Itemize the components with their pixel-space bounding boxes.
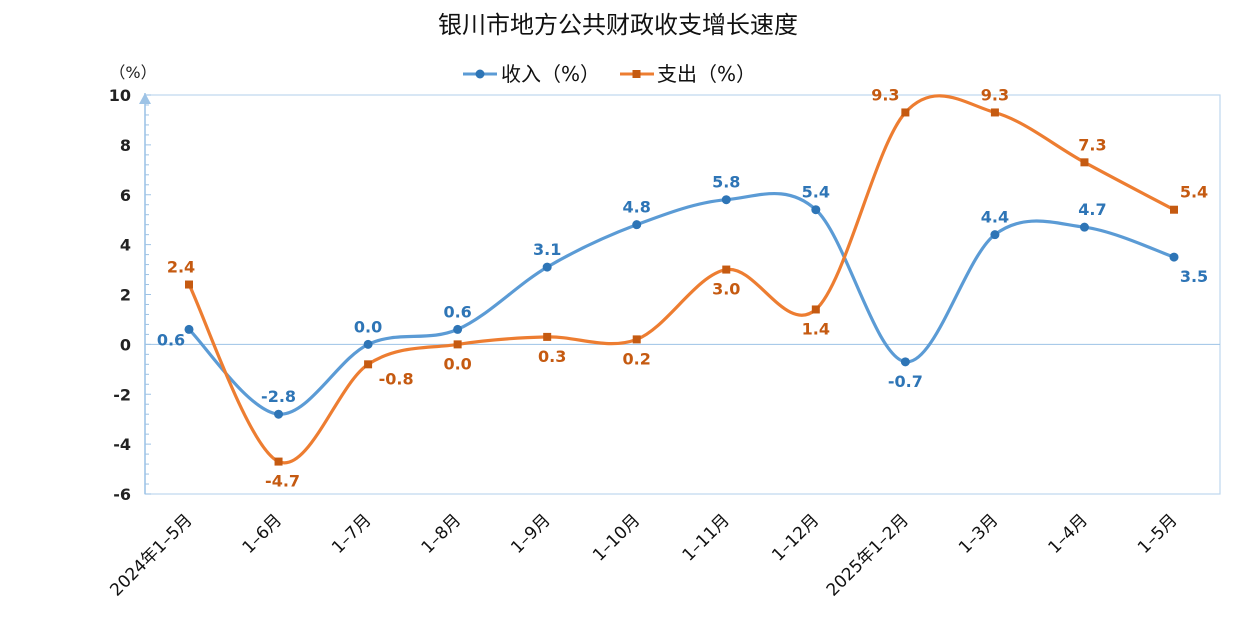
x-tick-label: 1–7月 xyxy=(328,510,375,557)
data-label-income: 3.5 xyxy=(1180,267,1208,286)
legend: 收入（%） 支出（%） xyxy=(463,62,756,86)
data-label-income: 4.8 xyxy=(623,198,651,217)
data-point-income xyxy=(990,230,1000,240)
x-tick-label: 1–5月 xyxy=(1134,510,1181,557)
y-tick-label: 0 xyxy=(120,335,131,354)
y-tick-label: 2 xyxy=(120,286,131,305)
legend-marker-expenditure xyxy=(632,70,641,78)
x-tick-label: 2025年1–2月 xyxy=(823,510,913,600)
y-tick-label: 6 xyxy=(120,186,131,205)
chart-title: 银川市地方公共财政收支增长速度 xyxy=(438,11,798,39)
data-point-expenditure xyxy=(811,305,820,314)
data-label-expenditure: 1.4 xyxy=(802,319,830,338)
y-tick-label: -2 xyxy=(113,385,131,404)
data-point-income xyxy=(184,324,194,334)
data-label-expenditure: -0.8 xyxy=(379,369,414,388)
data-point-income xyxy=(542,262,552,272)
data-point-expenditure xyxy=(632,335,641,344)
data-label-expenditure: 3.0 xyxy=(712,280,740,299)
legend-label-expenditure: 支出（%） xyxy=(657,62,756,86)
data-label-expenditure: -4.7 xyxy=(265,472,300,491)
data-point-expenditure xyxy=(990,108,999,117)
y-tick-label: -4 xyxy=(113,435,131,454)
data-label-income: 3.1 xyxy=(533,240,561,259)
data-point-expenditure xyxy=(1080,158,1089,167)
data-point-income xyxy=(363,339,373,349)
y-tick-label: 10 xyxy=(109,86,131,105)
legend-item-income: 收入（%） xyxy=(463,62,600,86)
x-tick-label: 1–3月 xyxy=(955,510,1002,557)
plot-area-border xyxy=(144,94,1221,495)
data-label-income: 4.4 xyxy=(981,208,1009,227)
legend-marker-income xyxy=(475,69,485,79)
data-label-expenditure: 0.2 xyxy=(623,349,651,368)
data-label-expenditure: 9.3 xyxy=(981,85,1009,104)
data-point-expenditure xyxy=(543,332,552,341)
legend-item-expenditure: 支出（%） xyxy=(620,62,756,86)
data-point-income xyxy=(1169,252,1179,262)
data-label-expenditure: 0.0 xyxy=(443,354,471,373)
data-label-income: 0.6 xyxy=(157,330,185,349)
data-label-expenditure: 9.3 xyxy=(871,85,899,104)
y-axis-arrow xyxy=(139,93,151,104)
y-axis-unit: （%） xyxy=(109,63,156,82)
data-point-income xyxy=(1079,222,1089,232)
data-label-income: 5.8 xyxy=(712,173,740,192)
y-tick-label: -6 xyxy=(113,485,131,504)
data-label-expenditure: 2.4 xyxy=(167,258,195,277)
data-label-income: 0.6 xyxy=(443,302,471,321)
data-point-income xyxy=(453,324,463,334)
data-point-income xyxy=(632,220,642,230)
data-point-expenditure xyxy=(185,280,193,289)
x-tick-label: 1–9月 xyxy=(507,510,554,557)
y-tick-label: 4 xyxy=(120,236,131,255)
x-tick-label: 1–11月 xyxy=(679,510,734,565)
data-label-expenditure: 5.4 xyxy=(1180,183,1208,202)
data-point-income xyxy=(721,195,731,205)
data-label-expenditure: 0.3 xyxy=(538,347,566,366)
data-label-income: 5.4 xyxy=(802,183,830,202)
data-point-expenditure xyxy=(722,265,731,274)
data-point-income xyxy=(900,357,910,367)
x-tick-label: 2024年1–5月 xyxy=(106,510,196,600)
x-tick-label: 1–12月 xyxy=(768,510,823,565)
data-point-expenditure xyxy=(901,108,910,117)
x-tick-label: 1–6月 xyxy=(239,510,286,557)
data-label-expenditure: 7.3 xyxy=(1078,135,1106,154)
series-line-expenditure xyxy=(187,94,1176,465)
x-tick-label: 1–10月 xyxy=(589,510,644,565)
y-tick-label: 8 xyxy=(120,136,131,155)
data-label-layer: 0.6 -2.8 0.0 0.6 3.1 4.8 5.8 5.4 -0.7 4.4 4.7 3.5 2.… xyxy=(157,85,1208,490)
series-layer xyxy=(184,94,1179,466)
data-point-expenditure xyxy=(364,360,373,369)
x-axis: 2024年1–5月 1–6月 1–7月 1–8月 1–9月 1–10月 1–11月 1–12月… xyxy=(106,510,1181,600)
x-tick-label: 1–4月 xyxy=(1045,510,1092,557)
data-point-income xyxy=(274,409,284,419)
data-label-income: 0.0 xyxy=(354,317,382,336)
data-label-income: -2.8 xyxy=(261,387,296,406)
y-axis: 10 8 6 4 2 0 -2 -4 -6 xyxy=(109,86,151,504)
data-point-expenditure xyxy=(453,340,462,349)
data-label-income: -0.7 xyxy=(888,372,923,391)
x-tick-label: 1–8月 xyxy=(418,510,465,557)
data-label-income: 4.7 xyxy=(1078,200,1106,219)
data-point-expenditure xyxy=(274,457,283,466)
data-point-expenditure xyxy=(1170,205,1178,214)
data-point-income xyxy=(811,205,821,215)
legend-label-income: 收入（%） xyxy=(501,62,600,86)
